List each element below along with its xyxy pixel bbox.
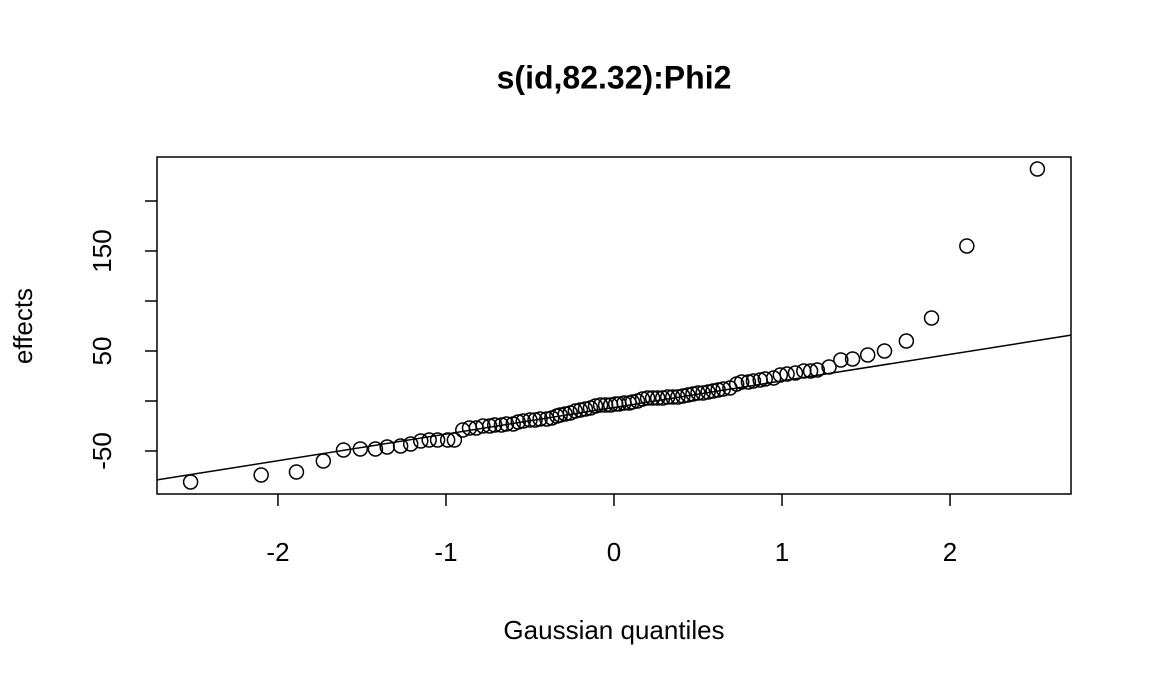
point xyxy=(745,373,762,389)
point xyxy=(522,412,538,428)
x-axis-label: Gaussian quantiles xyxy=(503,615,724,645)
point xyxy=(733,374,750,390)
point xyxy=(552,407,568,423)
point xyxy=(715,381,731,397)
point xyxy=(844,351,861,367)
x-tick-label: 0 xyxy=(607,537,621,567)
point xyxy=(876,343,893,359)
point xyxy=(527,412,543,428)
point xyxy=(710,382,726,398)
point xyxy=(577,401,594,417)
point xyxy=(532,411,548,427)
point xyxy=(695,385,711,401)
point xyxy=(439,432,456,448)
point xyxy=(772,367,789,383)
point xyxy=(1029,161,1046,177)
point xyxy=(700,384,716,400)
point xyxy=(660,389,676,405)
point xyxy=(352,441,369,457)
point xyxy=(654,390,671,406)
point xyxy=(624,394,641,410)
point xyxy=(392,438,409,454)
point xyxy=(335,442,352,458)
point xyxy=(802,363,819,379)
point xyxy=(367,441,384,457)
point xyxy=(959,238,975,254)
point xyxy=(413,433,429,449)
point xyxy=(665,389,681,405)
x-tick-label: -1 xyxy=(434,537,457,567)
point xyxy=(634,391,651,407)
point xyxy=(705,383,721,399)
point xyxy=(486,417,503,433)
point xyxy=(859,347,876,363)
point xyxy=(592,397,609,413)
point xyxy=(639,390,656,406)
y-tick-label: 50 xyxy=(87,337,117,366)
point xyxy=(833,352,849,368)
x-tick-label: 1 xyxy=(775,537,789,567)
point xyxy=(481,418,498,434)
point xyxy=(402,436,419,452)
point xyxy=(779,366,795,382)
point xyxy=(429,432,446,448)
point xyxy=(675,388,691,404)
reference-line xyxy=(156,334,1072,481)
point xyxy=(685,386,701,402)
chart-title: s(id,82.32):Phi2 xyxy=(497,59,732,95)
point xyxy=(644,390,661,406)
point xyxy=(510,414,526,430)
point xyxy=(446,432,463,448)
point xyxy=(740,374,757,390)
point xyxy=(923,310,940,326)
point xyxy=(690,385,706,401)
point xyxy=(680,387,696,403)
point xyxy=(288,464,305,480)
x-tick-label: 2 xyxy=(943,537,957,567)
point xyxy=(670,389,686,405)
point xyxy=(572,402,589,418)
point xyxy=(587,398,604,414)
point xyxy=(649,390,666,406)
plot-frame xyxy=(156,156,1072,495)
point xyxy=(315,453,332,469)
point xyxy=(557,406,574,422)
point xyxy=(821,359,837,375)
point xyxy=(787,365,804,381)
point xyxy=(498,416,515,432)
point xyxy=(493,417,510,433)
point xyxy=(515,413,532,429)
point xyxy=(421,432,437,448)
point xyxy=(809,362,826,378)
point xyxy=(757,371,773,387)
point xyxy=(253,467,269,483)
y-tick-label: -50 xyxy=(87,432,117,470)
y-axis-label: effects xyxy=(8,288,38,364)
point xyxy=(182,474,199,490)
point xyxy=(898,333,915,349)
y-tick-label: 150 xyxy=(87,229,117,272)
point xyxy=(475,418,491,434)
point xyxy=(567,403,584,419)
x-tick-label: -2 xyxy=(266,537,289,567)
